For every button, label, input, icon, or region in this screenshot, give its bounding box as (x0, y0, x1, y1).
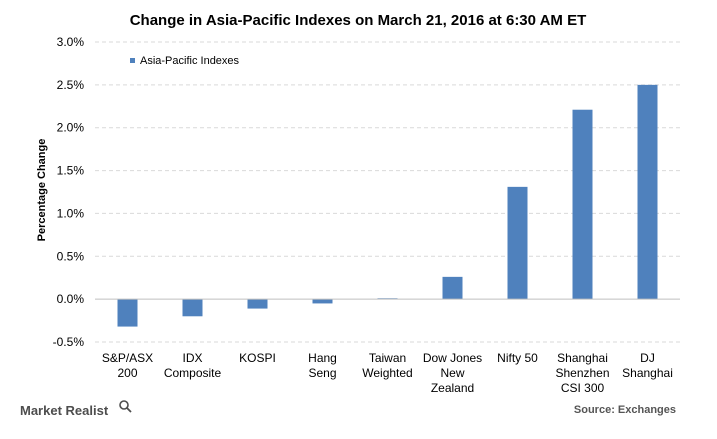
y-tick-label: 1.0% (57, 206, 85, 220)
y-tick-label: 2.5% (57, 78, 85, 92)
y-tick-label: 0.0% (57, 292, 85, 306)
x-category-label: S&P/ASX 200 (102, 351, 153, 380)
x-category-label: Taiwan Weighted (362, 351, 412, 380)
x-category-label: Hang Seng (308, 351, 337, 380)
bar (637, 84, 658, 300)
legend-label: Asia-Pacific Indexes (140, 55, 240, 67)
bars (117, 84, 658, 327)
x-category-label: IDX Composite (164, 351, 222, 380)
y-tick-label: -0.5% (53, 335, 85, 349)
bar (247, 299, 268, 309)
x-category-label: DJ Shanghai (622, 351, 673, 380)
bar (312, 299, 333, 304)
bar (507, 186, 528, 300)
source-note: Source: Exchanges (574, 404, 676, 416)
y-tick-label: 0.5% (57, 249, 85, 263)
y-tick-label: 3.0% (57, 35, 85, 49)
bar (442, 276, 463, 300)
magnifier-icon (119, 400, 132, 413)
x-axis-categories: S&P/ASX 200 IDX Composite KOSPI Hang Seng Taiwa… (102, 351, 673, 395)
y-tick-label: 1.5% (57, 164, 85, 178)
y-tick-label: 2.0% (57, 121, 85, 135)
brand-text: Market Realist (20, 403, 109, 418)
bar (572, 109, 593, 300)
y-axis-ticks: -0.5% 0.0% 0.5% 1.0% 1.5% 2.0% 2.5% 3.0% (53, 35, 85, 349)
legend-swatch (130, 58, 135, 63)
bar (117, 299, 138, 327)
chart-title: Change in Asia-Pacific Indexes on March … (130, 12, 587, 29)
y-axis-label: Percentage Change (36, 139, 48, 242)
x-category-label: Nifty 50 (497, 351, 538, 365)
x-category-label: Dow Jones New Zealand (423, 351, 482, 395)
x-category-label: Shanghai Shenzhen CSI 300 (555, 351, 609, 395)
brand-logo: Market Realist (20, 400, 132, 418)
x-category-label: KOSPI (239, 351, 276, 365)
legend: Asia-Pacific Indexes (130, 55, 240, 67)
bar (182, 299, 203, 317)
